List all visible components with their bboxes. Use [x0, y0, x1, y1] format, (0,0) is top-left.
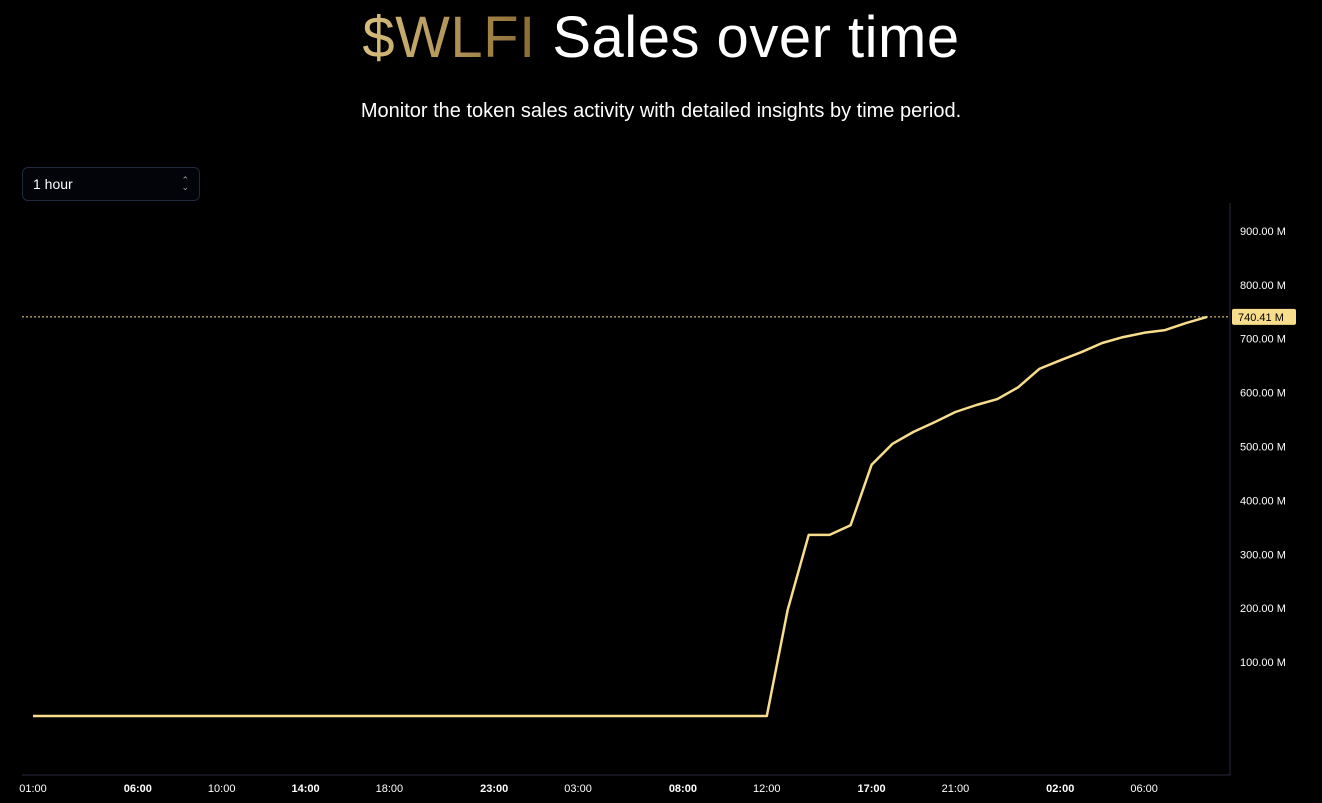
x-tick-label: 02:00 [1046, 783, 1074, 795]
y-tick-label: 400.00 M [1240, 495, 1286, 507]
x-tick-label: 18:00 [376, 783, 404, 795]
x-tick-label: 08:00 [669, 783, 697, 795]
x-tick-label: 14:00 [291, 783, 319, 795]
sales-series-line [33, 315, 1208, 718]
x-tick-label: 06:00 [1130, 783, 1158, 795]
last-value-badge [1232, 308, 1296, 325]
title-token: $WLFI [362, 5, 536, 70]
x-tick-label: 10:00 [208, 783, 236, 795]
y-tick-label: 200.00 M [1240, 603, 1286, 615]
last-value-label: 740.41 M [1238, 312, 1284, 324]
interval-select-value: 1 hour [33, 176, 73, 192]
y-tick-label: 100.00 M [1240, 657, 1286, 669]
x-tick-label: 23:00 [480, 783, 508, 795]
y-tick-label: 500.00 M [1240, 442, 1286, 454]
title-rest: Sales over time [552, 5, 960, 70]
y-tick-label: 900.00 M [1240, 226, 1286, 238]
y-tick-label: 800.00 M [1240, 280, 1286, 292]
x-tick-label: 03:00 [564, 783, 592, 795]
x-tick-label: 06:00 [124, 783, 152, 795]
interval-select[interactable]: 1 hour ⌃ ⌄ [22, 167, 200, 201]
x-tick-label: 12:00 [753, 783, 781, 795]
x-tick-label: 17:00 [858, 783, 886, 795]
y-tick-label: 300.00 M [1240, 549, 1286, 561]
y-tick-label: 600.00 M [1240, 388, 1286, 400]
page-title: $WLFI Sales over time [0, 0, 1322, 76]
x-tick-label: 21:00 [942, 783, 970, 795]
page-subtitle: Monitor the token sales activity with de… [360, 100, 962, 122]
x-tick-label: 01:00 [19, 783, 47, 795]
chevron-up-down-icon: ⌃ ⌄ [181, 175, 189, 192]
y-tick-label: 700.00 M [1240, 334, 1286, 346]
